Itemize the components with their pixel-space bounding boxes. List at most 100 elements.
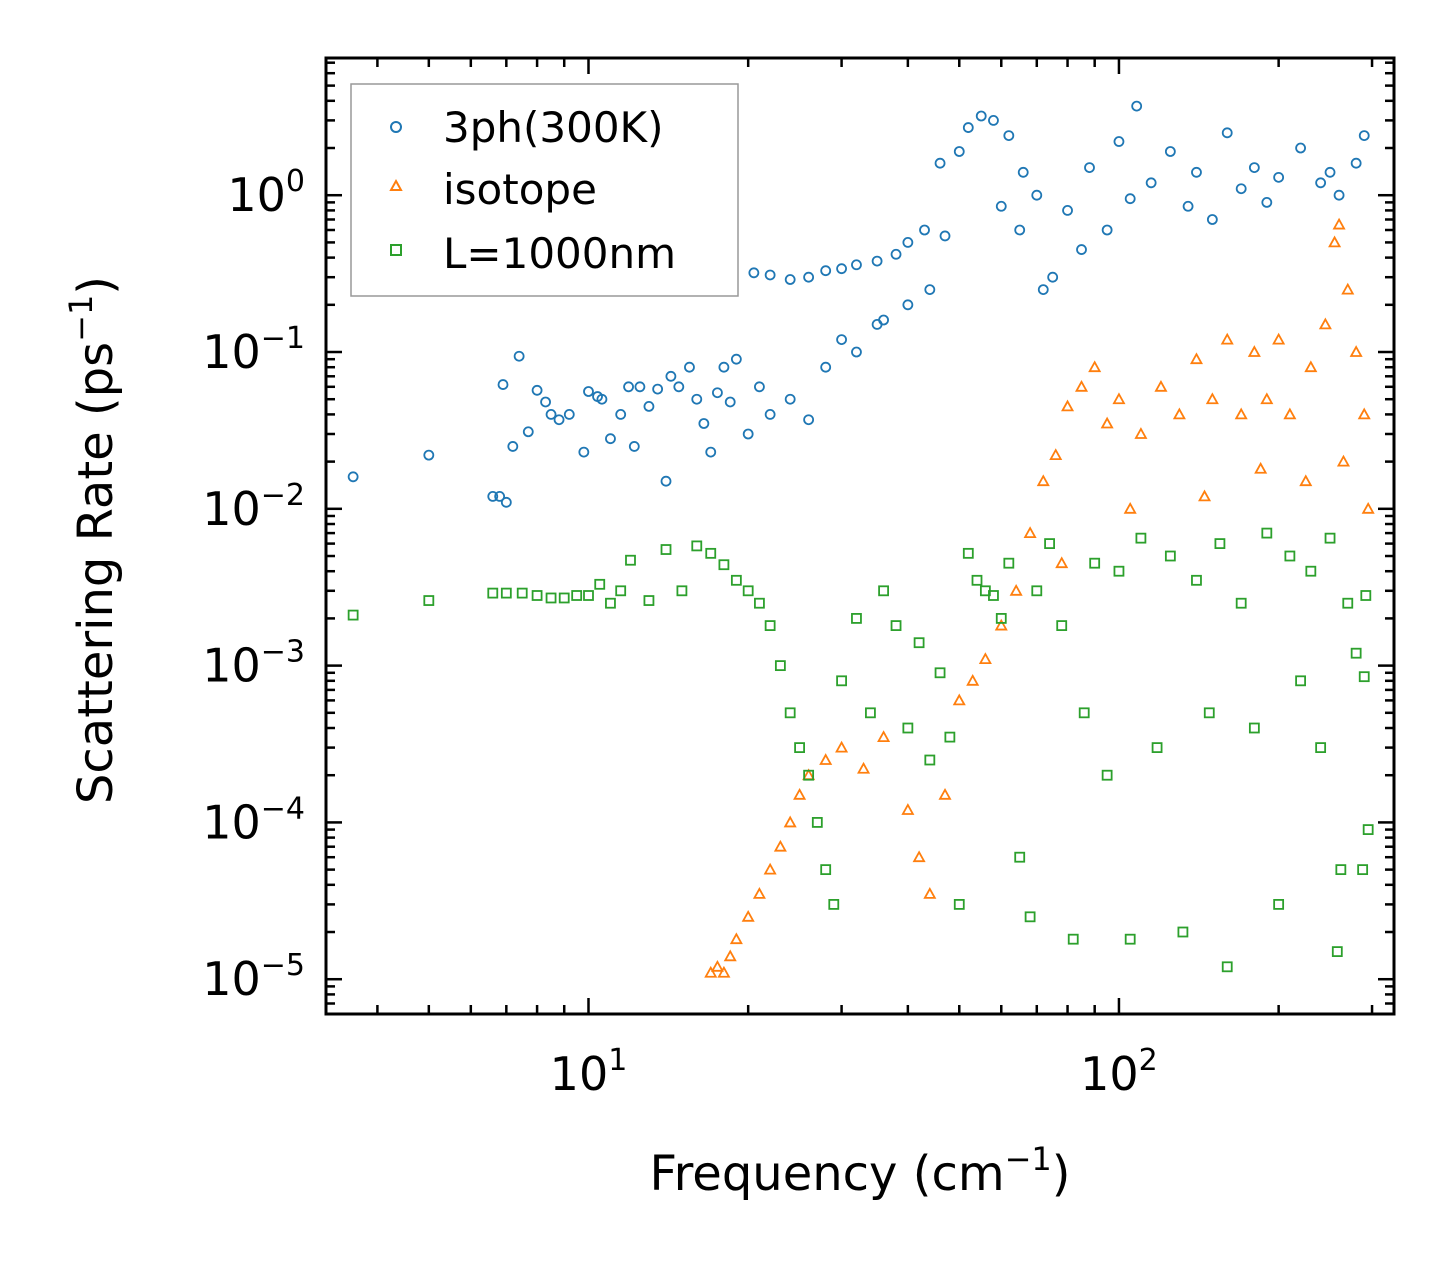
point-3ph	[578, 446, 590, 458]
point-l1000nm	[1235, 597, 1247, 609]
point-l1000nm	[487, 587, 499, 599]
series-2	[347, 527, 1374, 973]
point-isotope	[1328, 235, 1342, 248]
point-l1000nm	[1113, 565, 1125, 577]
point-l1000nm	[500, 587, 512, 599]
point-3ph	[803, 271, 815, 283]
point-3ph	[1273, 171, 1285, 183]
point-isotope	[1361, 501, 1375, 514]
point-3ph	[748, 267, 760, 279]
point-3ph	[545, 409, 557, 420]
point-isotope	[793, 787, 807, 800]
point-l1000nm	[913, 637, 925, 649]
point-3ph	[596, 393, 608, 405]
point-3ph	[1261, 196, 1273, 208]
point-3ph	[820, 361, 832, 373]
legend-label-l1000nm: L=1000nm	[443, 229, 676, 278]
point-l1000nm	[784, 707, 796, 719]
point-3ph	[890, 248, 902, 260]
point-l1000nm	[953, 899, 965, 910]
y-tick-label: 10−1	[202, 321, 305, 379]
point-3ph	[1315, 177, 1327, 189]
point-isotope	[1074, 379, 1089, 392]
point-3ph	[764, 409, 776, 420]
point-l1000nm	[1135, 532, 1147, 544]
point-3ph	[754, 381, 765, 393]
point-l1000nm	[1024, 911, 1036, 923]
point-3ph	[563, 409, 575, 420]
point-3ph	[1164, 146, 1176, 157]
point-3ph	[540, 396, 551, 408]
point-isotope	[1332, 217, 1346, 230]
point-3ph	[803, 414, 815, 426]
point-l1000nm	[423, 595, 435, 606]
point-3ph	[1248, 162, 1260, 173]
point-l1000nm	[1358, 671, 1370, 683]
point-l1000nm	[1089, 557, 1101, 569]
point-3ph	[1101, 224, 1113, 236]
point-isotope	[912, 850, 926, 863]
point-3ph	[1014, 224, 1026, 236]
point-3ph	[1031, 189, 1043, 201]
point-3ph	[962, 122, 974, 133]
point-isotope	[1220, 332, 1234, 345]
point-l1000nm	[1261, 527, 1273, 539]
point-isotope	[1198, 489, 1212, 502]
point-3ph	[497, 379, 509, 390]
point-isotope	[741, 909, 755, 922]
point-l1000nm	[1214, 538, 1226, 549]
point-isotope	[1055, 556, 1069, 569]
point-3ph	[724, 396, 736, 408]
point-3ph	[1047, 271, 1059, 283]
legend-box	[350, 83, 739, 297]
point-3ph	[1358, 130, 1370, 141]
point-l1000nm	[1248, 722, 1260, 734]
point-3ph	[500, 496, 512, 508]
point-3ph	[1221, 127, 1233, 139]
point-isotope	[901, 803, 915, 815]
point-l1000nm	[1164, 550, 1176, 562]
point-l1000nm	[1305, 565, 1317, 577]
y-tick-label: 100	[227, 164, 305, 222]
point-l1000nm	[1342, 597, 1354, 609]
x-tick-label: 102	[1080, 1043, 1158, 1101]
point-3ph	[623, 381, 634, 393]
point-l1000nm	[774, 660, 786, 672]
point-l1000nm	[1360, 590, 1372, 601]
point-l1000nm	[1221, 961, 1233, 973]
legend-marker-isotope	[389, 178, 403, 191]
point-l1000nm	[851, 613, 862, 624]
point-3ph	[698, 418, 710, 429]
point-isotope	[1234, 407, 1248, 420]
point-isotope	[723, 949, 737, 962]
point-3ph	[919, 224, 930, 236]
point-isotope	[1009, 583, 1023, 596]
point-3ph	[1191, 166, 1202, 178]
point-l1000nm	[828, 899, 840, 910]
point-isotope	[1049, 448, 1063, 461]
point-l1000nm	[730, 574, 742, 586]
point-isotope	[952, 693, 966, 706]
x-tick-label: 101	[550, 1043, 628, 1101]
point-3ph	[684, 361, 695, 373]
y-tick-label: 10−5	[202, 948, 305, 1006]
point-l1000nm	[1003, 557, 1015, 569]
point-3ph	[522, 426, 534, 438]
point-l1000nm	[1315, 742, 1327, 754]
point-isotope	[1061, 399, 1075, 412]
point-isotope	[1260, 392, 1274, 405]
point-l1000nm	[1101, 769, 1113, 781]
y-tick-label: 10−4	[202, 791, 305, 849]
point-l1000nm	[531, 590, 543, 601]
point-isotope	[1247, 345, 1261, 357]
point-3ph	[513, 350, 525, 362]
point-isotope	[978, 652, 992, 665]
point-3ph	[902, 299, 914, 311]
point-l1000nm	[944, 731, 956, 743]
point-3ph	[995, 200, 1007, 212]
point-isotope	[1304, 360, 1318, 373]
point-l1000nm	[995, 613, 1007, 624]
point-3ph	[1124, 193, 1136, 205]
point-l1000nm	[820, 864, 832, 876]
point-3ph	[423, 449, 435, 461]
